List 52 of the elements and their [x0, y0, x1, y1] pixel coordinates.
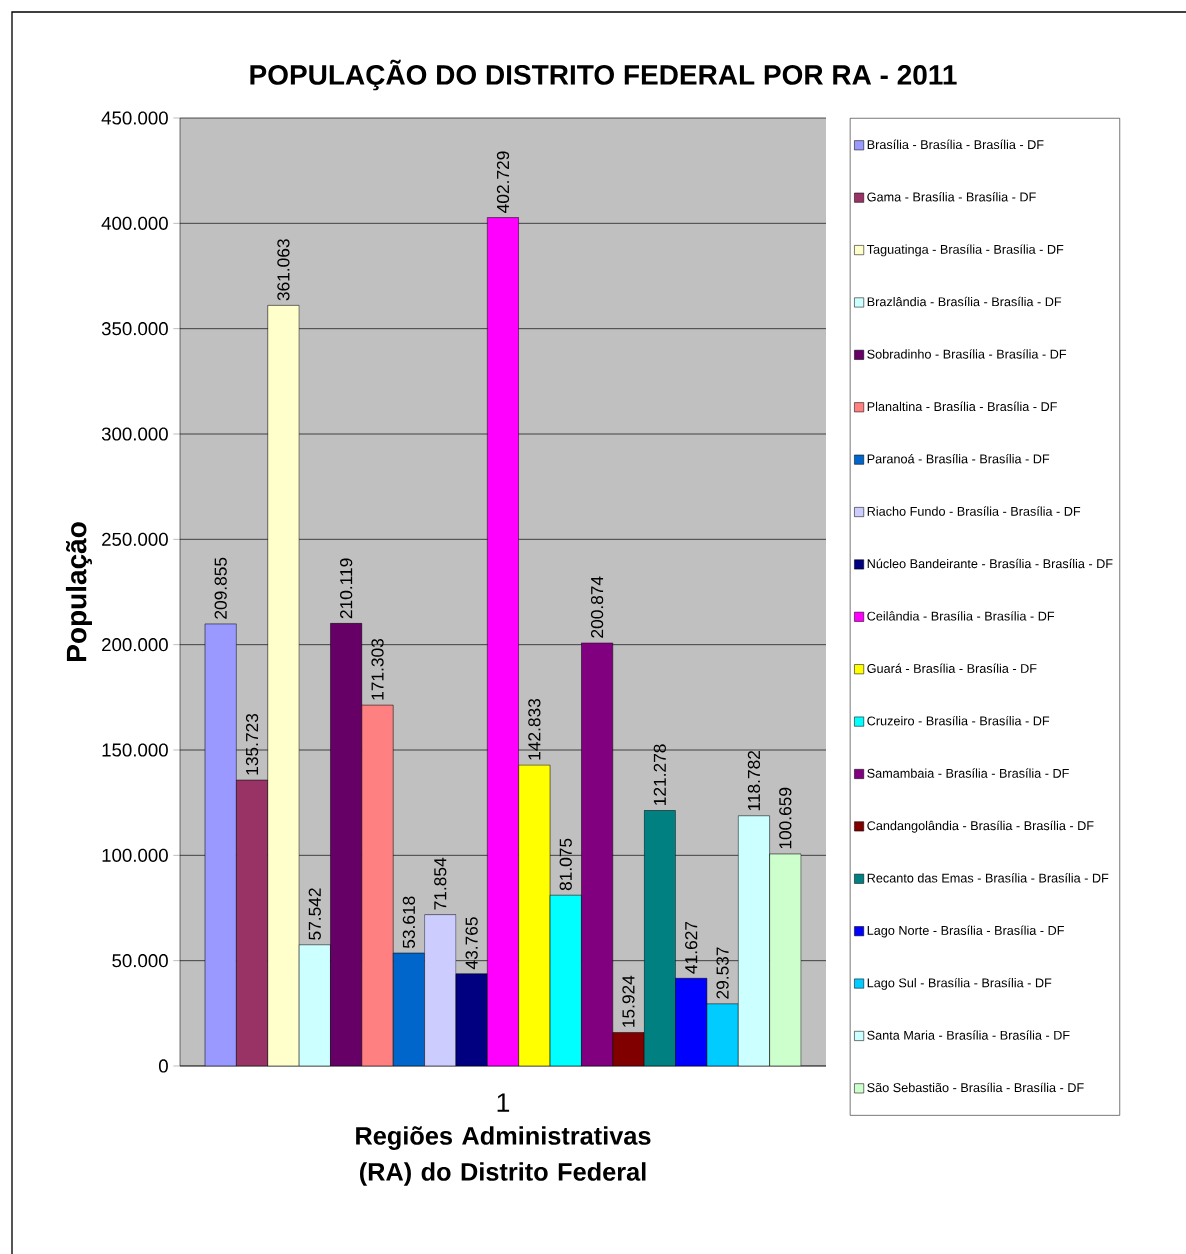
legend-label: Guará - Brasília - Brasília - DF: [867, 663, 1037, 673]
legend-label: Núcleo Bandeirante - Brasília - Brasília - DF: [867, 558, 1113, 569]
data-label: 118.782: [747, 751, 761, 811]
legend-label: Sobradinho - Brasília - Brasília - DF: [867, 349, 1067, 359]
data-label: 402.729: [496, 151, 510, 213]
data-label: 53.618: [402, 896, 416, 949]
legend-label: Ceilândia - Brasília - Brasília - DF: [867, 611, 1055, 621]
data-label: 43.765: [465, 917, 478, 970]
legend-label: Samambaia - Brasília - Brasília - DF: [867, 768, 1069, 778]
y-tick-label: 450.000: [101, 111, 168, 125]
y-tick-label: 150.000: [102, 743, 168, 757]
data-label: 121.278: [653, 744, 666, 805]
data-label: 100.659: [779, 787, 792, 849]
legend-label: Riacho Fundo - Brasília - Brasília - DF: [867, 506, 1081, 516]
legend-label: Gama - Brasília - Brasília - DF: [867, 192, 1036, 202]
data-label: 361.063: [277, 239, 290, 301]
legend-label: Brazlândia - Brasília - Brasília - DF: [867, 296, 1062, 307]
y-tick-label: 50.000: [112, 954, 168, 968]
legend-label: Taguatinga - Brasília - Brasília - DF: [866, 244, 1064, 257]
legend-label: Paranoá - Brasília - Brasília - DF: [867, 453, 1050, 464]
y-tick-label: 400.000: [101, 216, 168, 230]
data-label: 41.627: [685, 921, 698, 974]
data-label: 200.874: [590, 576, 604, 638]
data-label: 135.723: [245, 713, 259, 775]
data-label: 29.537: [716, 947, 729, 999]
data-label: 81.075: [559, 838, 572, 891]
legend-label: Brasília - Brasília - Brasília - DF: [867, 139, 1044, 150]
legend-label: São Sebastião - Brasília - Brasília - DF: [867, 1082, 1084, 1093]
data-label: 171.303: [371, 638, 384, 700]
data-label: 209.855: [214, 557, 227, 619]
y-tick-label: 250.000: [102, 532, 168, 546]
legend-label: Planaltina - Brasília - Brasília - DF: [867, 401, 1057, 412]
data-label: 71.854: [434, 857, 447, 910]
legend-label: Lago Sul - Brasília - Brasília - DF: [867, 977, 1052, 990]
y-tick-label: 200.000: [102, 638, 168, 652]
legend-label: Cruzeiro - Brasília - Brasília - DF: [867, 715, 1050, 726]
data-label: 210.119: [340, 558, 353, 619]
data-label: 57.542: [308, 888, 321, 940]
y-tick-label: 100.000: [102, 848, 168, 862]
x-axis-title: Regiões Administrativas (RA) do Distrito Federal: [356, 1126, 651, 1186]
data-label: 142.833: [528, 698, 541, 760]
legend-label: Recanto das Emas - Brasília - Brasília - DF: [867, 873, 1109, 883]
legend-label: Candangolândia - Brasília - Brasília - DF: [867, 820, 1094, 833]
y-tick-label: 300.000: [101, 427, 168, 441]
y-tick-label: 0: [158, 1059, 168, 1073]
chart-title: POPULAÇÃO DO DISTRITO FEDERAL POR RA - 2011: [250, 59, 957, 91]
y-tick-label: 350.000: [101, 322, 168, 336]
legend-label: Santa Maria - Brasília - Brasília - DF: [867, 1030, 1070, 1040]
y-axis-title: População: [65, 522, 92, 661]
x-tick-label: 1: [497, 1093, 510, 1112]
data-label: 15.924: [622, 975, 635, 1027]
legend-label: Lago Norte - Brasília - Brasília - DF: [867, 925, 1064, 938]
